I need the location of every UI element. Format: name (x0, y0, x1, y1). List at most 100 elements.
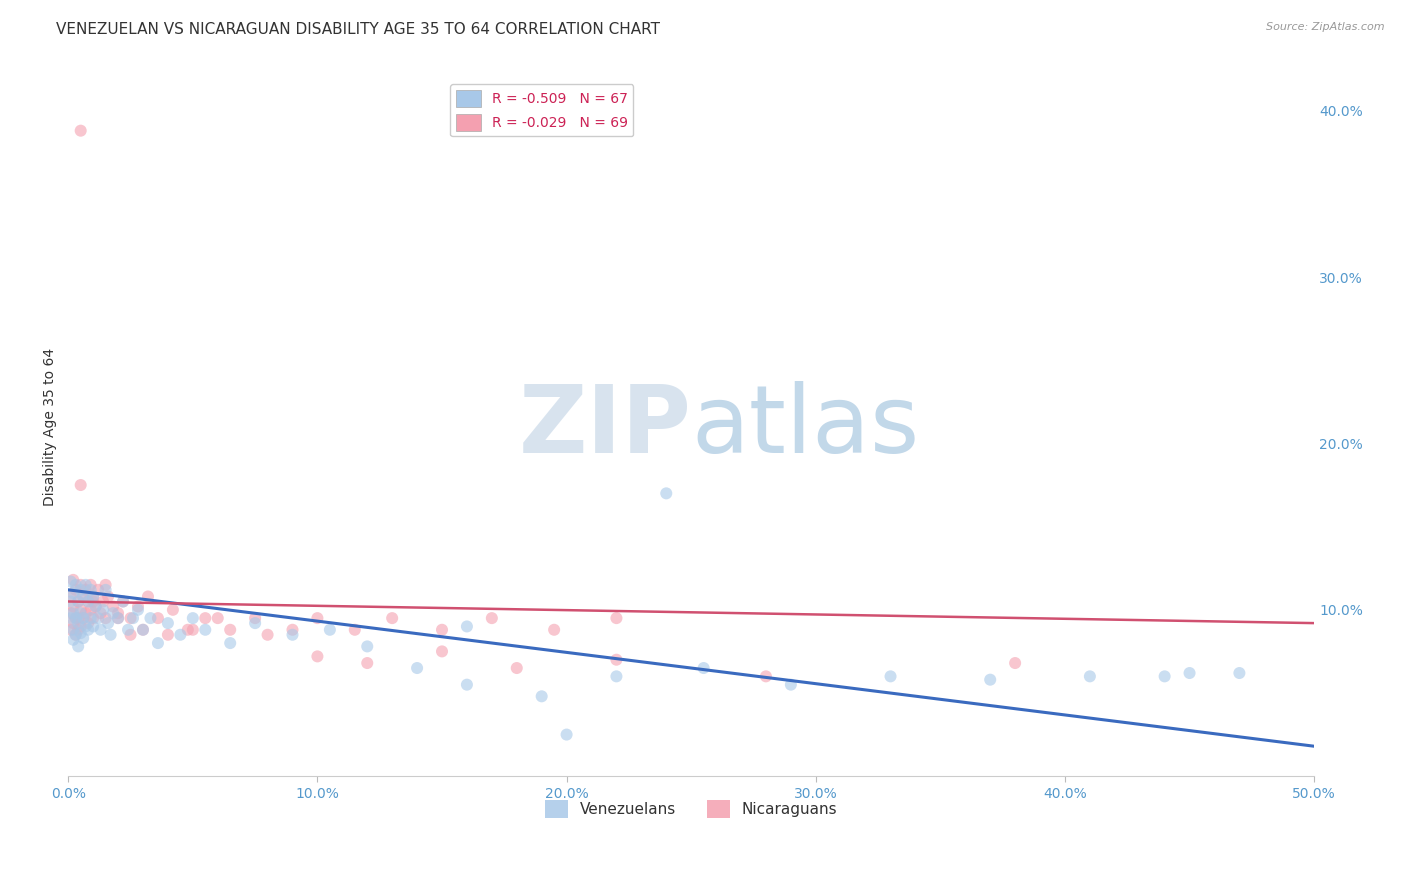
Point (543, 623, 565, 637)
Point (65, 582, 87, 597)
Point (1229, 666, 1251, 681)
Point (381, 611, 404, 625)
Point (67, 623, 90, 637)
Point (169, 628, 191, 642)
Point (94, 578, 117, 592)
Point (59, 594, 82, 608)
Point (59, 590, 82, 604)
Text: Source: ZipAtlas.com: Source: ZipAtlas.com (1267, 22, 1385, 32)
Point (307, 611, 329, 625)
Point (94, 611, 117, 625)
Point (243, 611, 266, 625)
Point (481, 611, 503, 625)
Point (72, 590, 94, 604)
Point (100, 628, 122, 642)
Point (879, 669, 901, 683)
Legend: Venezuelans, Nicaraguans: Venezuelans, Nicaraguans (538, 794, 844, 824)
Point (59, 606, 82, 620)
Point (107, 611, 129, 625)
Point (555, 728, 578, 742)
Point (156, 628, 179, 642)
Point (430, 623, 453, 637)
Point (779, 678, 801, 692)
Point (69, 578, 91, 592)
Point (77, 616, 100, 631)
Point (120, 611, 142, 625)
Point (162, 603, 184, 617)
Point (605, 611, 627, 625)
Point (112, 594, 135, 608)
Point (1004, 656, 1026, 670)
Point (97, 616, 120, 631)
Point (177, 623, 200, 637)
Point (132, 623, 155, 637)
Point (655, 486, 678, 500)
Point (94, 582, 117, 597)
Point (281, 628, 304, 642)
Point (343, 623, 366, 637)
Point (194, 623, 217, 637)
Point (605, 653, 627, 667)
Point (979, 673, 1001, 687)
Point (127, 599, 149, 614)
Point (755, 669, 778, 683)
Point (90, 623, 112, 637)
Point (146, 636, 169, 650)
Point (122, 611, 145, 625)
Point (79, 578, 101, 592)
Text: atlas: atlas (692, 381, 920, 473)
Point (69, 626, 91, 640)
Point (77, 623, 100, 637)
Point (84, 599, 107, 614)
Point (456, 619, 478, 633)
Point (75, 578, 97, 592)
Point (243, 616, 266, 631)
Point (67, 594, 90, 608)
Point (127, 603, 149, 617)
Point (406, 661, 429, 675)
Point (75, 582, 97, 597)
Point (59, 623, 82, 637)
Point (69, 606, 91, 620)
Point (72, 611, 94, 625)
Point (87, 611, 110, 625)
Point (281, 623, 304, 637)
Point (62, 606, 84, 620)
Point (65, 628, 87, 642)
Point (356, 656, 378, 670)
Point (112, 594, 135, 608)
Point (79, 611, 101, 625)
Point (156, 616, 179, 631)
Point (132, 623, 155, 637)
Point (79, 603, 101, 617)
Point (356, 640, 378, 654)
Point (97, 590, 120, 604)
Point (530, 690, 553, 704)
Point (59, 611, 82, 625)
Point (91, 603, 114, 617)
Point (219, 623, 242, 637)
Point (72, 611, 94, 625)
Point (87, 582, 110, 597)
Point (65, 628, 87, 642)
Point (65, 611, 87, 625)
Point (77, 594, 100, 608)
Point (72, 631, 94, 645)
Point (77, 594, 100, 608)
Point (82, 594, 104, 608)
Point (107, 611, 129, 625)
Point (82, 611, 104, 625)
Point (65, 578, 87, 592)
Point (69, 478, 91, 492)
Point (307, 649, 329, 664)
Point (117, 623, 139, 637)
Point (65, 611, 87, 625)
Point (69, 582, 91, 597)
Point (69, 603, 91, 617)
Point (82, 619, 104, 633)
Point (207, 611, 229, 625)
Point (136, 590, 159, 604)
Point (101, 599, 124, 614)
Point (107, 606, 129, 620)
Point (67, 594, 90, 608)
